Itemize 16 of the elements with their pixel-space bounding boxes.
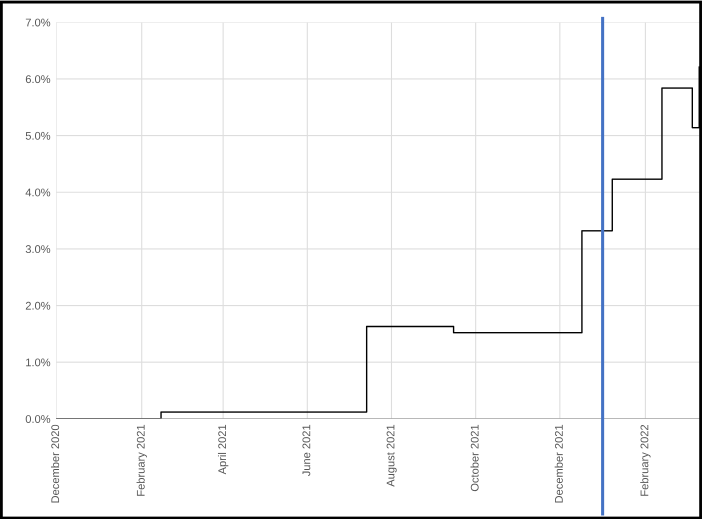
y-tick-label: 0.0% [26,415,50,423]
x-tick-label: December 2021 [554,424,563,503]
x-tick-label: February 2021 [136,424,147,496]
x-tick-label: April 2021 [218,424,228,474]
y-tick-label: 5.0% [26,132,50,140]
x-tick-label: October 2021 [470,424,479,492]
y-tick-label: 4.0% [26,188,50,196]
x-tick-label: August 2021 [386,424,397,487]
x-tick-label: December 2020 [50,424,60,503]
y-tick-label: 3.0% [26,245,50,254]
y-tick-label: 6.0% [26,75,50,84]
x-tick-label: February 2022 [640,424,651,496]
y-tick-label: 2.0% [26,302,50,310]
y-tick-label: 1.0% [26,358,50,366]
x-tick-label: June 2021 [302,424,310,476]
y-tick-label: 7.0% [26,18,50,26]
